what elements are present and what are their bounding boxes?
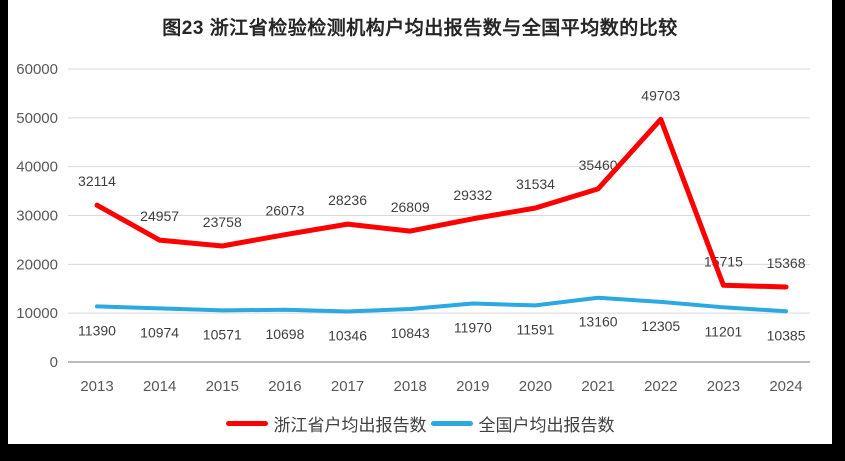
legend-label-zhejiang: 浙江省户均出报告数	[273, 415, 427, 435]
data-label: 15368	[767, 255, 806, 271]
x-tick-label: 2016	[268, 378, 301, 395]
data-label: 29332	[453, 187, 492, 203]
x-tick-label: 2021	[581, 378, 614, 395]
x-tick-label: 2020	[519, 378, 552, 395]
x-tick-label: 2024	[769, 378, 802, 395]
data-label: 31534	[516, 176, 555, 192]
x-tick-label: 2023	[707, 378, 740, 395]
x-tick-label: 2014	[143, 378, 176, 395]
data-label: 26809	[391, 199, 430, 215]
chart-panel	[8, 0, 832, 444]
data-label: 32114	[78, 173, 116, 189]
x-tick-label: 2013	[80, 378, 113, 395]
data-label: 35460	[579, 157, 618, 173]
chart-title: 图23 浙江省检验检测机构户均出报告数与全国平均数的比较	[162, 18, 678, 39]
y-tick-label: 30000	[16, 208, 58, 225]
data-label: 26073	[265, 203, 304, 219]
x-tick-label: 2017	[331, 378, 364, 395]
series-line-1	[95, 295, 789, 314]
data-label: 10346	[328, 327, 367, 343]
data-label: 24957	[140, 208, 179, 224]
data-label: 10571	[203, 326, 242, 342]
y-tick-label: 10000	[16, 305, 58, 322]
data-label: 12305	[641, 318, 680, 334]
data-label: 11970	[454, 320, 492, 336]
data-label: 10698	[265, 326, 304, 342]
data-label: 49703	[641, 87, 680, 103]
data-label: 11390	[78, 322, 116, 338]
legend-swatch-zhejiang-line	[225, 420, 268, 426]
data-label: 28236	[328, 192, 367, 208]
legend-swatch-national-line	[430, 420, 473, 426]
data-label: 10385	[767, 327, 806, 343]
data-label: 13160	[579, 314, 618, 330]
legend-item-national: 全国户均出报告数	[430, 411, 615, 436]
y-tick-label: 40000	[16, 159, 58, 176]
data-label: 11591	[517, 321, 555, 337]
x-tick-label: 2018	[394, 378, 427, 395]
y-tick-label: 50000	[16, 110, 58, 127]
data-label: 23758	[203, 214, 242, 230]
y-tick-label: 60000	[16, 61, 58, 78]
x-tick-label: 2022	[644, 378, 677, 395]
data-label: 11201	[704, 323, 742, 339]
y-tick-label: 20000	[16, 256, 58, 273]
data-label: 10974	[140, 324, 179, 340]
data-label: 10843	[391, 325, 430, 341]
legend-item-zhejiang: 浙江省户均出报告数	[225, 411, 427, 436]
y-tick-label: 0	[50, 354, 58, 371]
series-line-0	[94, 116, 789, 290]
legend-label-national: 全国户均出报告数	[478, 415, 615, 435]
x-tick-label: 2015	[206, 378, 239, 395]
x-tick-label: 2019	[456, 378, 489, 395]
chart-legend: 浙江省户均出报告数 全国户均出报告数	[8, 411, 832, 435]
